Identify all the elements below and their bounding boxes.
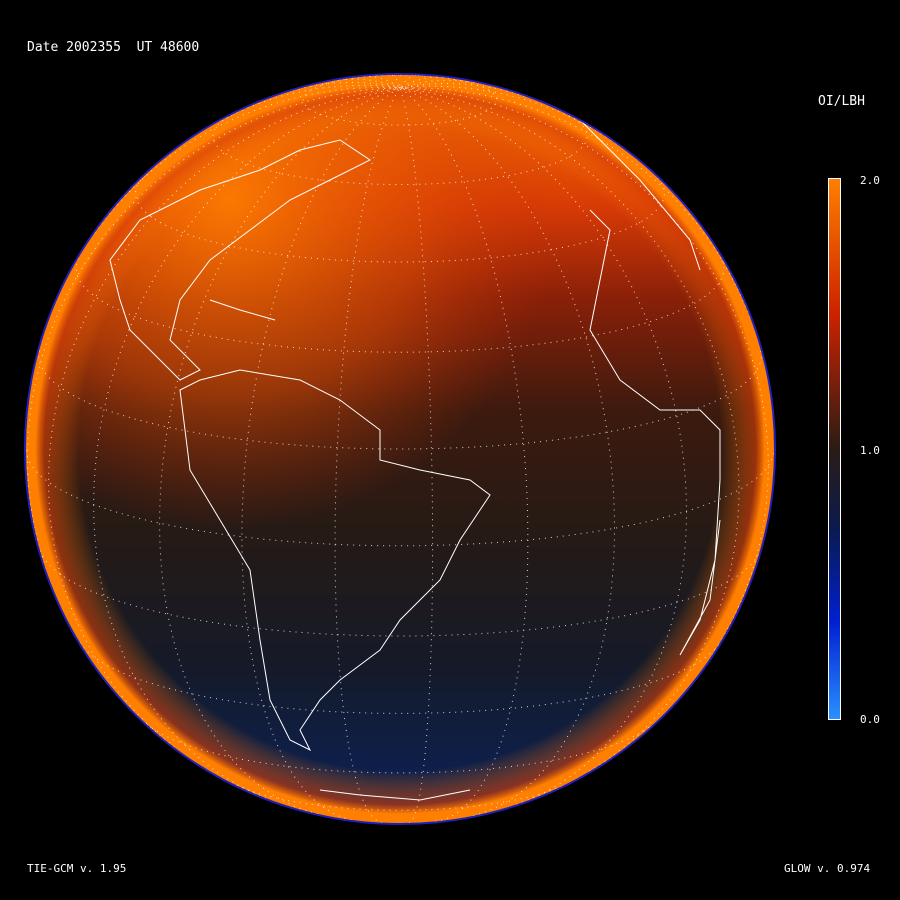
meridian	[399, 87, 769, 655]
colorbar	[828, 178, 841, 720]
date-ut-title: Date 2002355 UT 48600	[27, 40, 200, 55]
parallel	[79, 642, 721, 714]
meridian	[220, 84, 401, 122]
meridian	[399, 87, 688, 805]
lat-lon-grid	[26, 75, 774, 823]
meridian	[159, 87, 401, 815]
limb-brightening	[26, 75, 774, 823]
colorbar-label: OI/LBH	[818, 94, 865, 109]
meridian	[94, 86, 401, 234]
colorbar-tick-mid: 1.0	[860, 444, 880, 457]
colorbar-tick-max: 2.0	[860, 174, 880, 187]
meridian	[26, 87, 401, 569]
colorbar-tick-min: 0.0	[860, 713, 880, 726]
model-version: TIE-GCM v. 1.95	[27, 862, 127, 875]
meridian	[93, 87, 401, 799]
meridian	[399, 87, 434, 823]
meridian	[399, 87, 740, 772]
parallel	[212, 113, 588, 185]
meridian	[399, 79, 475, 89]
parallel	[146, 724, 654, 774]
glow-version: GLOW v. 0.974	[784, 862, 871, 875]
parallel	[75, 258, 725, 353]
coastlines	[109, 99, 721, 801]
meridian	[334, 87, 401, 823]
